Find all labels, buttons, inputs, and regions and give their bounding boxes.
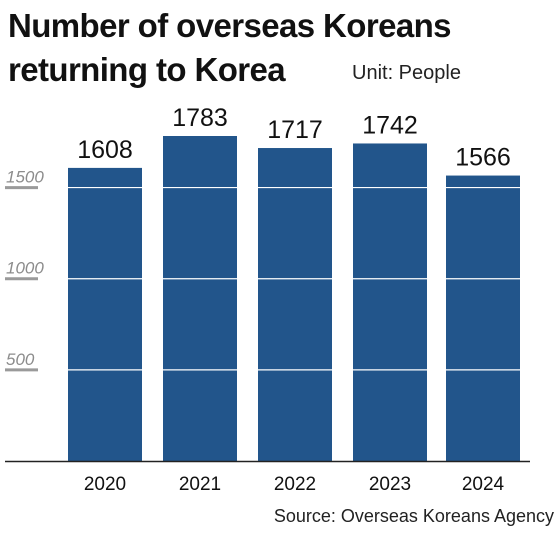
bar-2023 — [353, 143, 427, 461]
unit-label: Unit: People — [352, 62, 461, 84]
bar-2022 — [258, 148, 332, 462]
x-tick-label-2023: 2023 — [369, 474, 411, 495]
data-label-2021: 1783 — [172, 104, 228, 132]
source-note: Source: Overseas Koreans Agency — [273, 506, 554, 526]
chart-title: Number of overseas Koreans returning to … — [8, 4, 452, 92]
y-tick-label-500: 500 — [6, 350, 35, 369]
x-tick-label-2020: 2020 — [84, 474, 126, 495]
chart-title-line-2: returning to Korea — [8, 51, 286, 88]
bar-chart: 500 1000 1500 1608 2020 1783 2021 1717 2022 1742 2… — [5, 104, 530, 495]
y-tick-label-1500: 1500 — [6, 168, 44, 187]
data-label-2024: 1566 — [455, 144, 511, 172]
x-tick-label-2021: 2021 — [179, 474, 221, 495]
bar-2020 — [68, 167, 142, 461]
data-label-2020: 1608 — [77, 136, 133, 164]
x-tick-label-2022: 2022 — [274, 474, 316, 495]
y-tick-label-1000: 1000 — [6, 259, 44, 278]
bar-2021 — [163, 136, 237, 461]
data-label-2022: 1717 — [267, 116, 323, 144]
chart-title-line-1: Number of overseas Koreans — [8, 7, 452, 44]
x-tick-label-2024: 2024 — [462, 474, 505, 495]
bar-2024 — [446, 175, 520, 461]
data-label-2023: 1742 — [362, 111, 418, 139]
